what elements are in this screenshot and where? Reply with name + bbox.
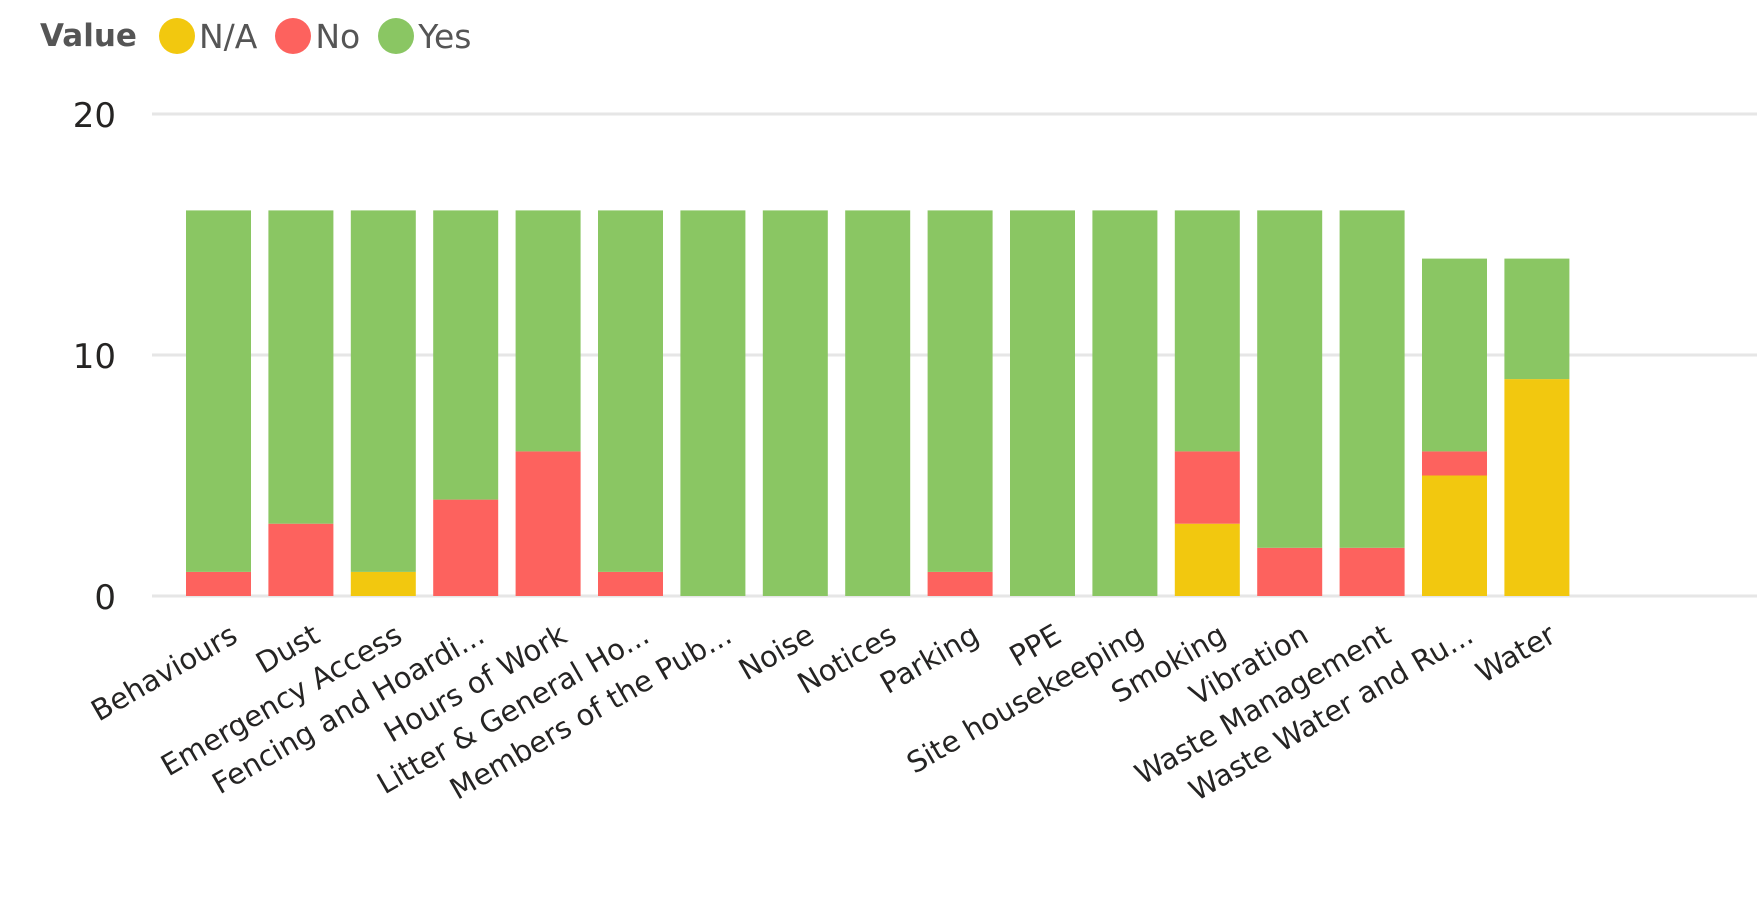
legend-item-na[interactable]: N/A [158, 16, 258, 56]
bar-segment-yes[interactable] [1010, 210, 1075, 596]
bar-segment-yes[interactable] [762, 210, 828, 596]
y-tick-label: 10 [73, 337, 116, 377]
bar-segment-no[interactable] [268, 523, 334, 596]
bar-segment-yes[interactable] [1422, 258, 1487, 452]
bar-segment-no[interactable] [186, 571, 251, 596]
bar-segment-na[interactable] [350, 571, 416, 596]
bar-segment-yes[interactable] [1504, 258, 1570, 380]
bar-segment-yes[interactable] [598, 210, 663, 572]
legend-label-yes: Yes [418, 16, 472, 56]
bar-segment-no[interactable] [433, 499, 499, 596]
bar-segment-no[interactable] [598, 571, 663, 596]
bar-segment-yes[interactable] [680, 210, 746, 596]
bar-segment-na[interactable] [1422, 475, 1487, 597]
bar-segment-yes[interactable] [1339, 210, 1405, 548]
x-tick-label: Water [1470, 617, 1561, 689]
y-tick-label: 20 [73, 96, 116, 136]
legend-item-yes[interactable]: Yes [378, 16, 472, 56]
bar-segment-yes[interactable] [1257, 210, 1323, 548]
bar-segment-yes[interactable] [186, 210, 251, 572]
bar-segment-yes[interactable] [350, 210, 416, 572]
bar-segment-no[interactable] [1422, 451, 1487, 476]
bar-segment-no[interactable] [1257, 547, 1323, 596]
bar-segment-no[interactable] [1174, 451, 1240, 524]
legend-label-na: N/A [198, 16, 258, 56]
legend-swatch-yes [378, 18, 415, 54]
bar-segment-no[interactable] [1339, 547, 1405, 596]
bar-segment-yes[interactable] [927, 210, 993, 572]
bar-segment-no[interactable] [515, 451, 581, 596]
legend-swatch-na [158, 18, 195, 54]
legend-label-no: No [315, 16, 361, 56]
bar-segment-na[interactable] [1504, 379, 1570, 596]
bar-segment-na[interactable] [1174, 523, 1240, 596]
bar-segment-yes[interactable] [268, 210, 334, 524]
legend-swatch-no [275, 18, 312, 54]
legend-title: Value [40, 18, 137, 54]
x-tick-label: Behaviours [85, 617, 243, 728]
chart-legend: Value N/A No Yes [40, 12, 490, 60]
bar-segment-yes[interactable] [1092, 210, 1158, 596]
legend-item-no[interactable]: No [275, 17, 360, 56]
bar-segment-yes[interactable] [433, 210, 499, 500]
bar-segment-yes[interactable] [1174, 210, 1240, 452]
y-tick-label: 0 [94, 578, 116, 618]
bar-segment-yes[interactable] [515, 210, 581, 452]
bar-segment-no[interactable] [927, 571, 993, 596]
bar-segment-yes[interactable] [845, 210, 911, 596]
